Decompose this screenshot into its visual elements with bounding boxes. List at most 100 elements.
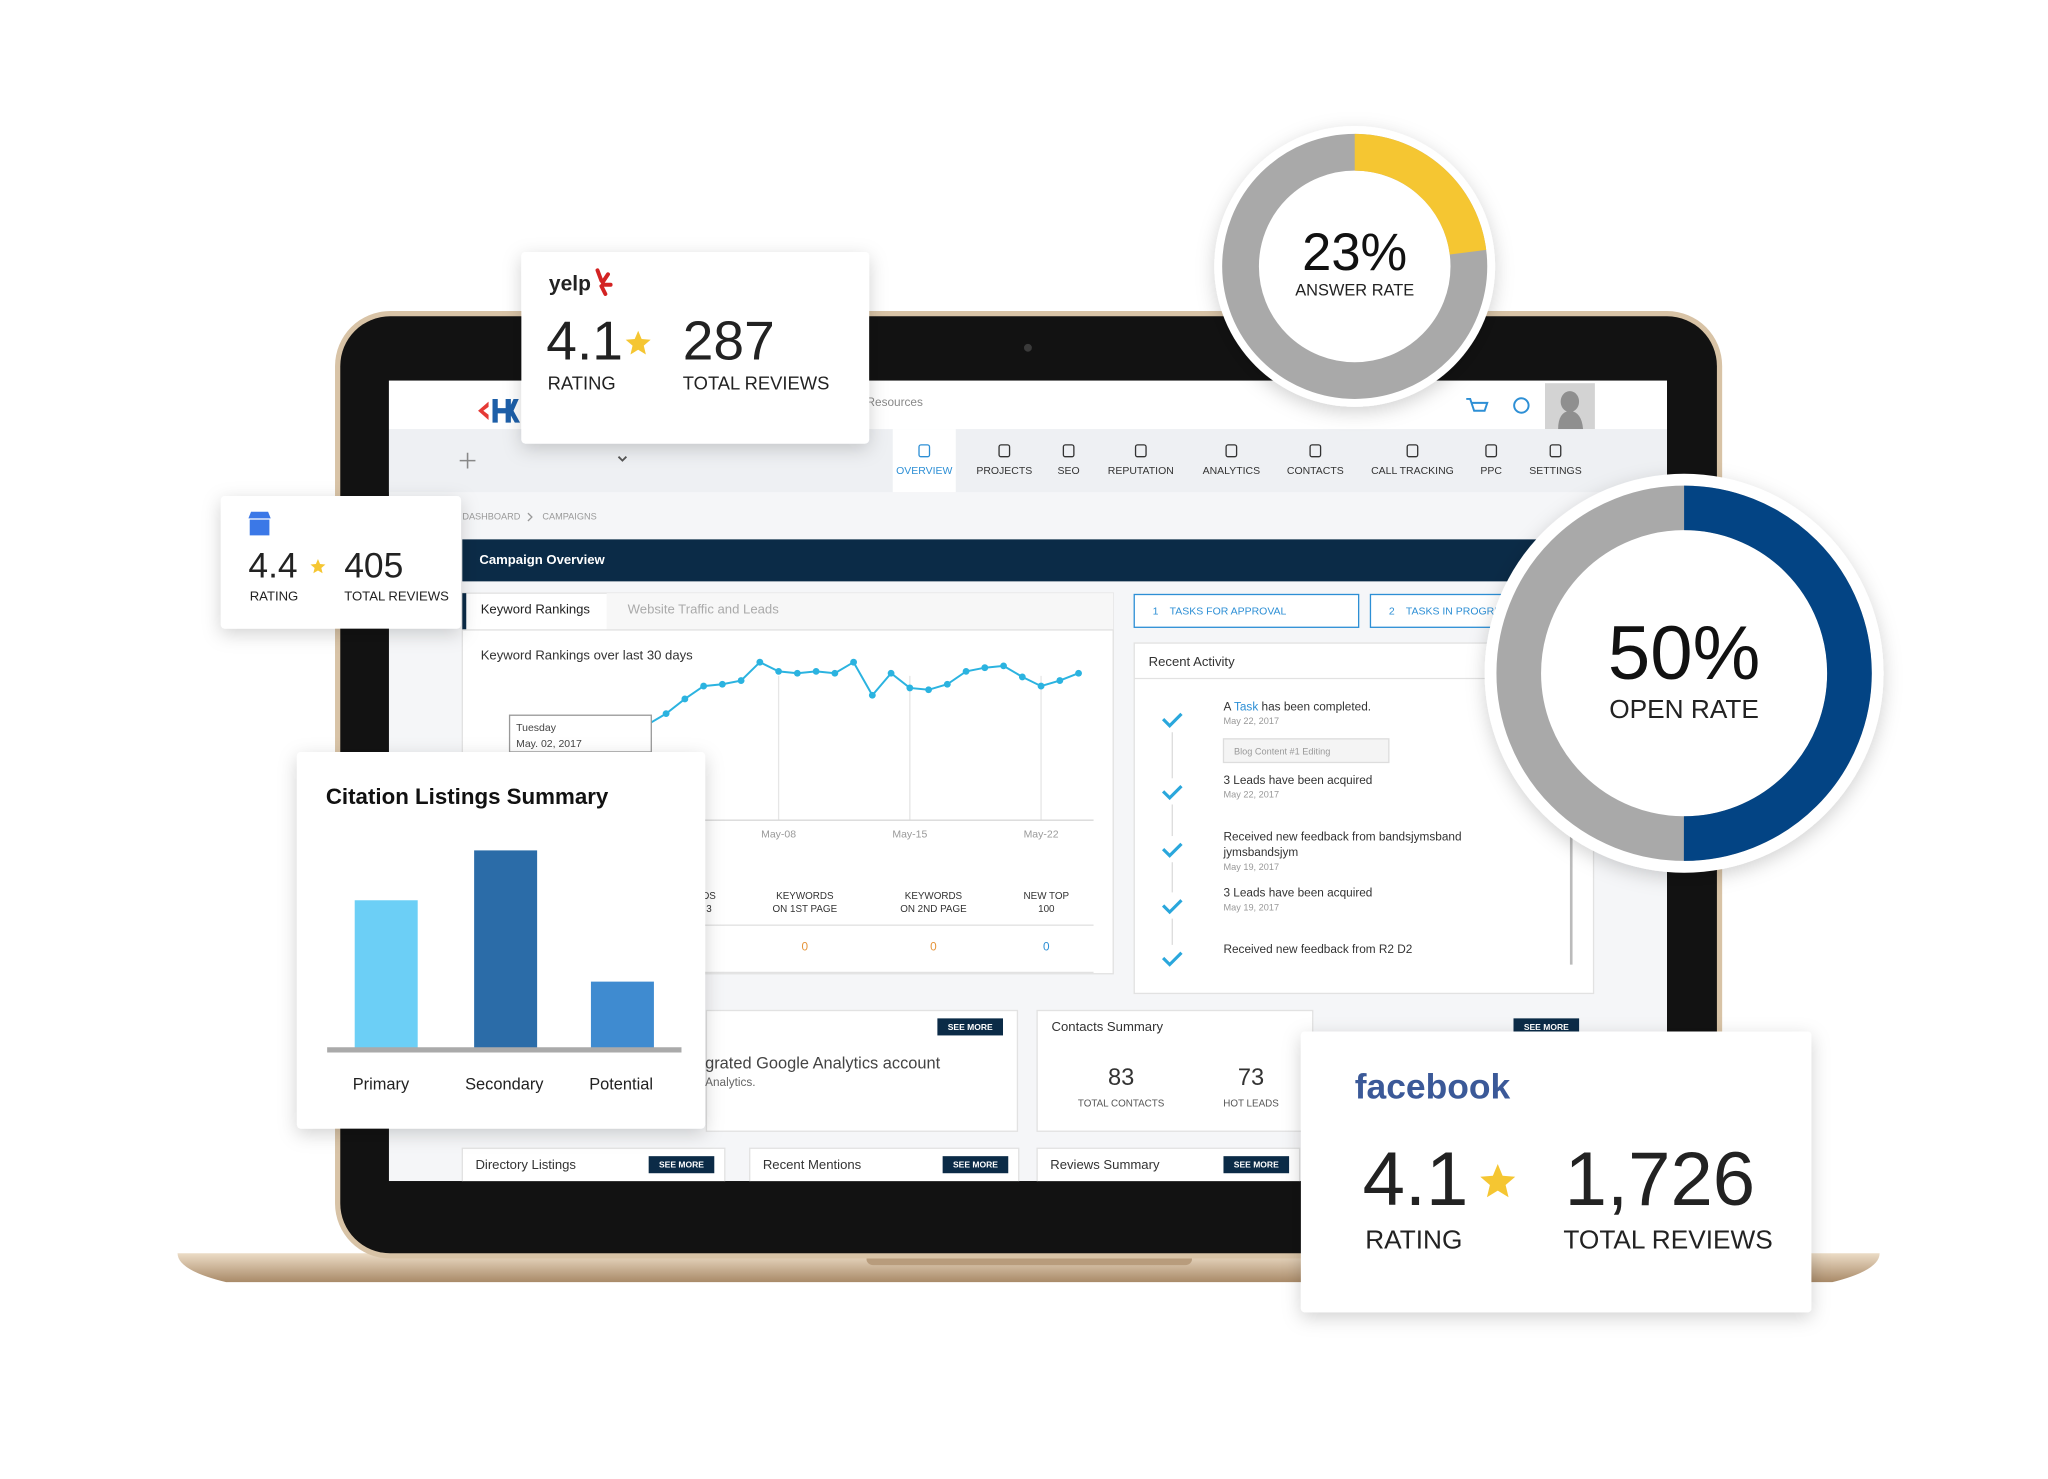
check-icon [1161,951,1183,967]
x-tick-label: Primary [353,1076,410,1094]
reviews-label: TOTAL REVIEWS [683,372,830,393]
review-count: 1,726 [1565,1137,1755,1222]
cart-icon [1466,397,1489,412]
x-tick-label: May-15 [892,829,927,840]
nav-tab: CALL TRACKING [1371,466,1454,477]
line-point [981,664,989,672]
line-point [1037,682,1045,690]
nav-icon [1485,444,1498,458]
tooltip-text: Tuesday [516,723,557,734]
stat-value: 0 [930,940,937,954]
x-tick-label: Secondary [465,1076,544,1094]
nav-icon [1406,444,1419,458]
line-point [700,682,708,690]
nav-tab: OVERVIEW [896,466,952,477]
line-point [775,667,783,675]
contact-label: HOT LEADS [1223,1098,1279,1109]
see-more-text: SEE MORE [1524,1022,1569,1032]
nav-tab: REPUTATION [1108,466,1174,477]
active-tab [892,429,956,493]
task-count: 2 [1389,606,1395,617]
line-point [756,658,764,666]
activity-text-part: 3 Leads have been acquired [1223,886,1372,900]
tab: Keyword Rankings [481,602,591,617]
donut-value: 23% [1302,223,1407,282]
tab-strip [606,593,1114,630]
line-point [718,680,726,688]
attachment-text: Blog Content #1 Editing [1234,746,1330,756]
reviews-label: TOTAL REVIEWS [1563,1224,1772,1254]
see-more-button[interactable] [1223,1156,1290,1174]
chevron-icon [617,456,628,462]
donut-arc [1496,485,1872,861]
nav-tab: PPC [1480,466,1502,477]
activity-text-part: has been completed. [1258,699,1371,713]
breadcrumb-sep [527,512,533,522]
activity-text-part: jymsbandsjym [1222,845,1298,859]
see-more-button[interactable] [648,1156,715,1174]
stat-value: 0 [1043,940,1050,954]
donut-label: ANSWER RATE [1295,282,1414,300]
check-bg [1159,892,1186,919]
star-icon [310,559,326,574]
nav-tab: ANALYTICS [1203,466,1261,477]
stat-header: NEW TOP [1024,891,1070,902]
activity-text: A Task has been completed. [1223,699,1371,713]
contact-label: TOTAL CONTACTS [1078,1098,1165,1109]
task-label: TASKS FOR APPROVAL [1170,606,1287,617]
tab-accent [462,593,467,630]
donut-value: 50% [1608,611,1760,696]
line-point [1000,662,1007,670]
avatar-figure [1558,391,1584,430]
line-point [1056,677,1064,684]
banner [462,539,1549,582]
line-point [1018,673,1026,681]
task-button [1133,593,1360,628]
check-icon [1161,712,1183,728]
card [1300,1031,1812,1313]
facebook-logo: facebook [1355,1067,1511,1107]
nav-icon [998,444,1011,458]
stat-value: 0 [802,940,809,954]
line-point [737,677,745,684]
breadcrumb: DASHBOARD [462,511,520,521]
x-tick-label: May-08 [761,829,796,840]
see-more-button[interactable] [937,1018,1004,1036]
logo [492,398,521,423]
line-point [868,691,876,699]
stat-header: ON 1ST PAGE [773,904,838,915]
panel-title: Recent Mentions [763,1157,862,1172]
panel-title: Recent Activity [1149,654,1235,669]
line-point [943,680,951,688]
x-tick-label: Potential [589,1076,653,1094]
check-icon [1161,899,1183,915]
nav-tab: PROJECTS [976,466,1032,477]
rating: 4.1 [1363,1137,1469,1222]
star-icon [1480,1164,1516,1198]
bar [474,850,538,1050]
yelp-burst [595,268,613,296]
see-more-button[interactable] [942,1156,1009,1174]
task-label: TASKS IN PROGRE [1406,606,1501,617]
nav-icon [1549,444,1562,458]
contact-value: 73 [1238,1065,1264,1091]
attachment [1222,738,1390,764]
stat-header: 3 [706,904,712,915]
add-icon [459,452,476,469]
nav-tab: SEO [1058,466,1080,477]
donut-frame [1484,473,1884,873]
see-more-text: SEE MORE [1234,1160,1279,1170]
stat-header: KEYWORDS [776,891,834,902]
bar [354,900,418,1050]
activity-text: jymsbandsjym [1222,845,1298,859]
contact-value: 83 [1108,1065,1134,1091]
breadcrumb: CAMPAIGNS [542,511,596,521]
see-more-button[interactable] [1513,1018,1580,1036]
nav-icon [1309,444,1322,458]
banner-title: Campaign Overview [479,552,605,567]
check-bg [1159,835,1186,863]
activity-date: May 19, 2017 [1223,903,1279,913]
